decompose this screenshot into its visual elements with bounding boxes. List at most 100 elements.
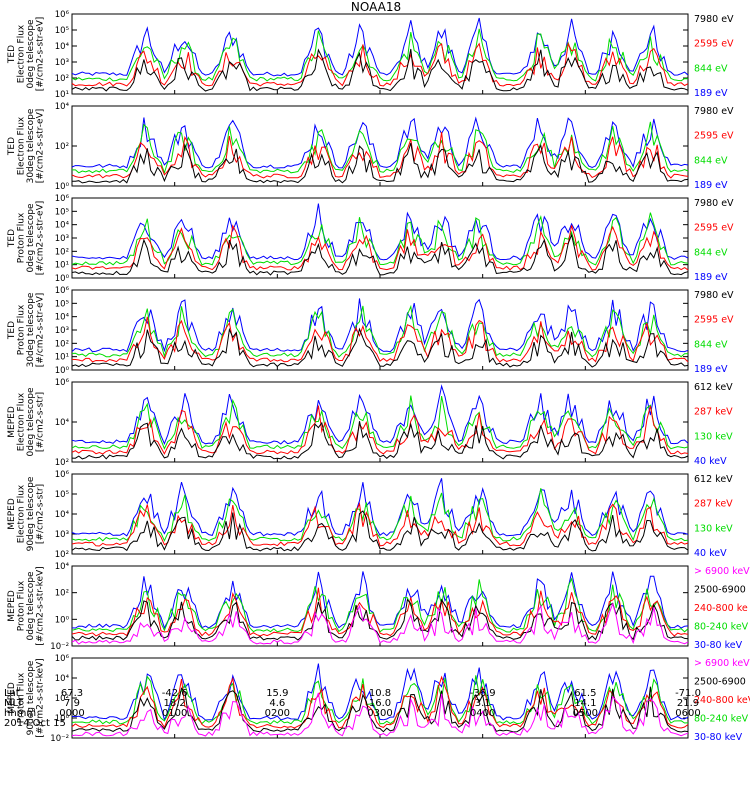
panel-frame [71, 473, 689, 555]
y-tick-label: 10⁰ [55, 366, 70, 376]
y-tick-label: 10⁴ [55, 562, 70, 572]
y-axis-label: TEDElectron Flux30deg telescope[#/cm2-s-… [7, 108, 45, 183]
legend-entry: 844 eV [694, 339, 728, 350]
y-tick-label: 10¹ [55, 353, 69, 363]
series-line [71, 384, 689, 446]
legend-entry: 844 eV [694, 247, 728, 258]
series-line [71, 663, 689, 722]
y-axis-label: MEPEDProton Flux0deg telescope[#/cm2-s-s… [7, 566, 45, 645]
y-tick-label: 10⁻² [50, 734, 69, 744]
y-axis-label: TEDProton Flux0deg telescope[#/cm2-s-str… [7, 201, 45, 276]
y-tick-label: 10⁶ [55, 194, 70, 204]
legend-entry: 189 eV [694, 180, 728, 191]
footer-row-label-mlt: MLT [4, 698, 24, 709]
y-tick-label: 10⁴ [55, 510, 70, 520]
footer-row-label-lat: Lat [4, 688, 20, 699]
footer-hhmm: 0200 [265, 708, 290, 719]
legend-entry: 2595 eV [694, 223, 734, 234]
y-tick-label: 10⁵ [55, 26, 69, 36]
series-line [71, 233, 689, 276]
series-line [71, 132, 689, 179]
y-axis-label: MEPEDProton Flux90deg telescope[#/cm2-s-… [7, 658, 45, 737]
y-axis-label: TEDProton Flux30deg telescope[#/cm2-s-st… [7, 292, 45, 367]
y-tick-label: 10⁴ [55, 418, 70, 428]
legend-entry: 2595 eV [694, 39, 734, 50]
legend-entry: 2500-6900 [694, 585, 746, 596]
series-line [71, 327, 689, 368]
legend-entry: 30-80 keV [694, 640, 743, 651]
legend-entry: > 6900 keV [694, 566, 750, 577]
figure-title: NOAA18 [351, 0, 401, 14]
series-line [71, 421, 689, 460]
footer-lat: 15.9 [266, 688, 288, 699]
legend-entry: 844 eV [694, 155, 728, 166]
y-tick-label: 10⁶ [55, 10, 70, 20]
y-tick-label: 10² [55, 458, 69, 468]
footer-hhmm: 0300 [367, 708, 392, 719]
y-tick-label: 10⁰ [55, 274, 70, 284]
legend-entry: 7980 eV [694, 14, 734, 25]
series-line [71, 571, 689, 630]
legend-entry: 287 keV [694, 499, 733, 510]
series-line [71, 304, 689, 359]
y-tick-label: 10³ [55, 234, 69, 244]
series-line [71, 675, 689, 729]
y-tick-label: 10⁶ [55, 286, 70, 296]
y-tick-label: 10² [55, 339, 69, 349]
legend-entry: 189 eV [694, 272, 728, 283]
series-line [71, 116, 689, 169]
y-tick-label: 10² [55, 74, 69, 84]
footer-mlt: 18.2 [164, 698, 186, 709]
series-line [71, 478, 689, 537]
footer-hhmm: 0100 [162, 708, 187, 719]
footer-lat: 10.8 [369, 688, 391, 699]
y-tick-label: 10² [55, 247, 69, 257]
series-line [71, 675, 689, 725]
series-line [71, 686, 689, 733]
legend-entry: 240-800 keV [694, 695, 750, 706]
legend-entry: 612 keV [694, 382, 733, 393]
y-tick-label: 10⁰ [55, 714, 70, 724]
legend-entry: 7980 eV [694, 198, 734, 209]
series-line [71, 602, 689, 645]
y-tick-label: 10⁴ [55, 313, 70, 323]
legend-entry: 844 eV [694, 63, 728, 74]
y-tick-label: 10¹ [55, 90, 69, 100]
y-tick-label: 10⁵ [55, 299, 69, 309]
legend-entry: 40 keV [694, 456, 727, 467]
series-line [71, 587, 689, 637]
footer-mlt: 3.1 [475, 698, 491, 709]
y-tick-label: 10⁴ [55, 674, 70, 684]
y-tick-label: 10² [55, 589, 69, 599]
y-tick-label: 10³ [55, 58, 69, 68]
series-line [71, 298, 689, 353]
legend-entry: 2595 eV [694, 315, 734, 326]
y-tick-label: 10⁵ [55, 207, 69, 217]
panel-2: 10⁰ 10² 10⁴ TEDElectron Flux30deg telescope… [7, 102, 734, 192]
y-axis-label: TEDElectron Flux0deg telescope[#/cm2-s-s… [7, 17, 45, 92]
series-line [72, 121, 689, 175]
footer-row-label-hhmm: hhmm [4, 708, 36, 719]
series-line [71, 488, 689, 542]
footer-hhmm: 0000 [59, 708, 84, 719]
legend-entry: 189 eV [694, 88, 728, 99]
series-line [71, 598, 689, 641]
footer-mlt: 21.9 [677, 698, 699, 709]
panel-6: 10² 10³ 10⁴ 10⁵ 10⁶ MEPEDElectron Flux90deg t… [7, 470, 733, 560]
series-line [71, 405, 689, 455]
legend-entry: 30-80 keV [694, 732, 743, 743]
legend-entry: 240-800 ke [694, 603, 748, 614]
y-tick-label: 10² [55, 550, 69, 560]
footer-lat: -42.6 [162, 688, 188, 699]
footer-lat: 67.3 [61, 688, 83, 699]
legend-entry: 130 keV [694, 523, 733, 534]
legend-entry: 130 keV [694, 431, 733, 442]
y-tick-label: 10³ [55, 530, 69, 540]
y-axis-label: MEPEDElectron Flux90deg telescope[#/cm2-… [7, 476, 45, 551]
panel-frame [71, 381, 689, 463]
legend-entry: 80-240 keV [694, 622, 749, 633]
y-axis-label: MEPEDElectron Flux0deg telescope[#/cm2-s… [7, 387, 45, 457]
footer-mlt: 16.0 [369, 698, 391, 709]
